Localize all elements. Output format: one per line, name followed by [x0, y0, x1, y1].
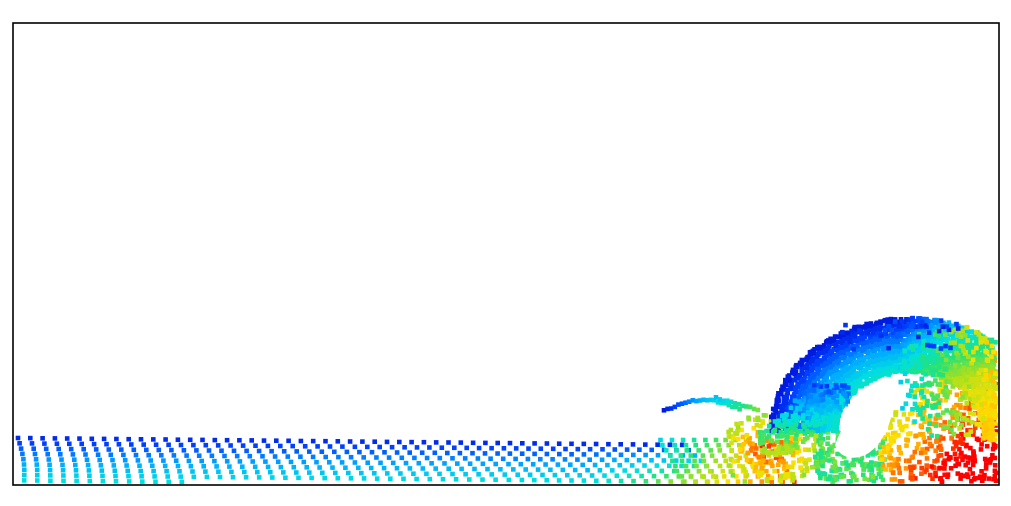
domain-frame [12, 22, 1000, 486]
air-pocket [835, 385, 894, 458]
particle-field [15, 315, 999, 485]
